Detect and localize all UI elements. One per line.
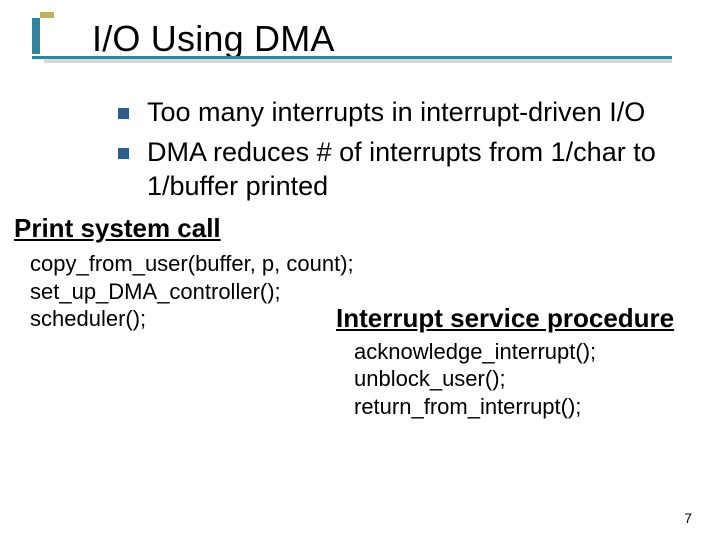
square-bullet-icon bbox=[118, 148, 129, 159]
code-line: return_from_interrupt(); bbox=[354, 393, 720, 421]
accent-bar-main bbox=[32, 18, 40, 54]
title-area: I/O Using DMA bbox=[0, 0, 720, 60]
section-heading-isr: Interrupt service procedure bbox=[336, 303, 720, 334]
bullet-text: Too many interrupts in interrupt-driven … bbox=[147, 96, 645, 130]
code-line: copy_from_user(buffer, p, count); bbox=[30, 250, 720, 278]
bullet-text: DMA reduces # of interrupts from 1/char … bbox=[147, 136, 680, 204]
bullet-item: DMA reduces # of interrupts from 1/char … bbox=[118, 136, 680, 204]
slide: I/O Using DMA Too many interrupts in int… bbox=[0, 0, 720, 540]
square-bullet-icon bbox=[118, 108, 129, 119]
code-line: set_up_DMA_controller(); bbox=[30, 278, 720, 306]
bullet-list: Too many interrupts in interrupt-driven … bbox=[0, 96, 720, 203]
accent-bar-top bbox=[40, 12, 54, 18]
title-underline-shadow bbox=[44, 59, 672, 63]
bullet-item: Too many interrupts in interrupt-driven … bbox=[118, 96, 680, 130]
title-accent-icon bbox=[32, 12, 56, 54]
code-block-isr: acknowledge_interrupt(); unblock_user();… bbox=[354, 338, 720, 421]
slide-title: I/O Using DMA bbox=[92, 18, 720, 60]
code-line: unblock_user(); bbox=[354, 365, 720, 393]
page-number: 7 bbox=[684, 510, 692, 526]
code-line: acknowledge_interrupt(); bbox=[354, 338, 720, 366]
section-heading-print: Print system call bbox=[14, 213, 720, 244]
